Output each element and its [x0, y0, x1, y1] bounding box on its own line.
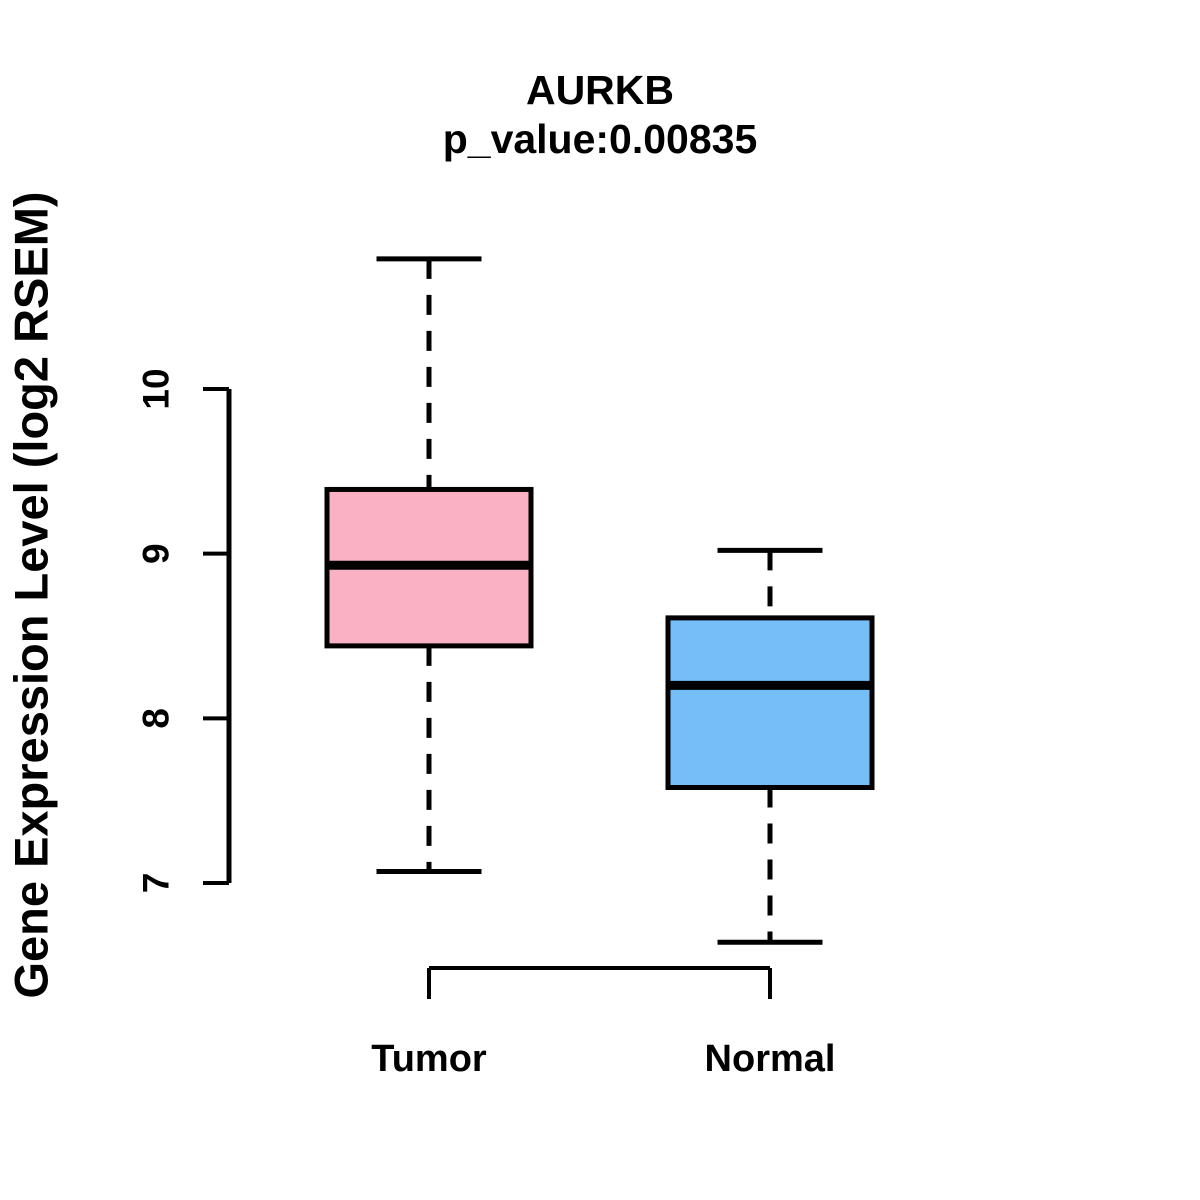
x-axis-label-normal: Normal: [704, 1038, 836, 1080]
y-axis-tick-label: 8: [136, 708, 177, 729]
chart-title-block: AURKB p_value:0.00835: [0, 66, 1200, 164]
box-normal: [665, 615, 875, 790]
y-axis-tick-label: 10: [136, 368, 177, 409]
y-axis-tick-label: 7: [136, 873, 177, 894]
x-axis-label-tumor: Tumor: [371, 1038, 487, 1080]
chart-title: AURKB: [525, 67, 675, 113]
y-axis-tick-label: 9: [136, 543, 177, 564]
chart-subtitle: p_value:0.00835: [442, 116, 758, 162]
